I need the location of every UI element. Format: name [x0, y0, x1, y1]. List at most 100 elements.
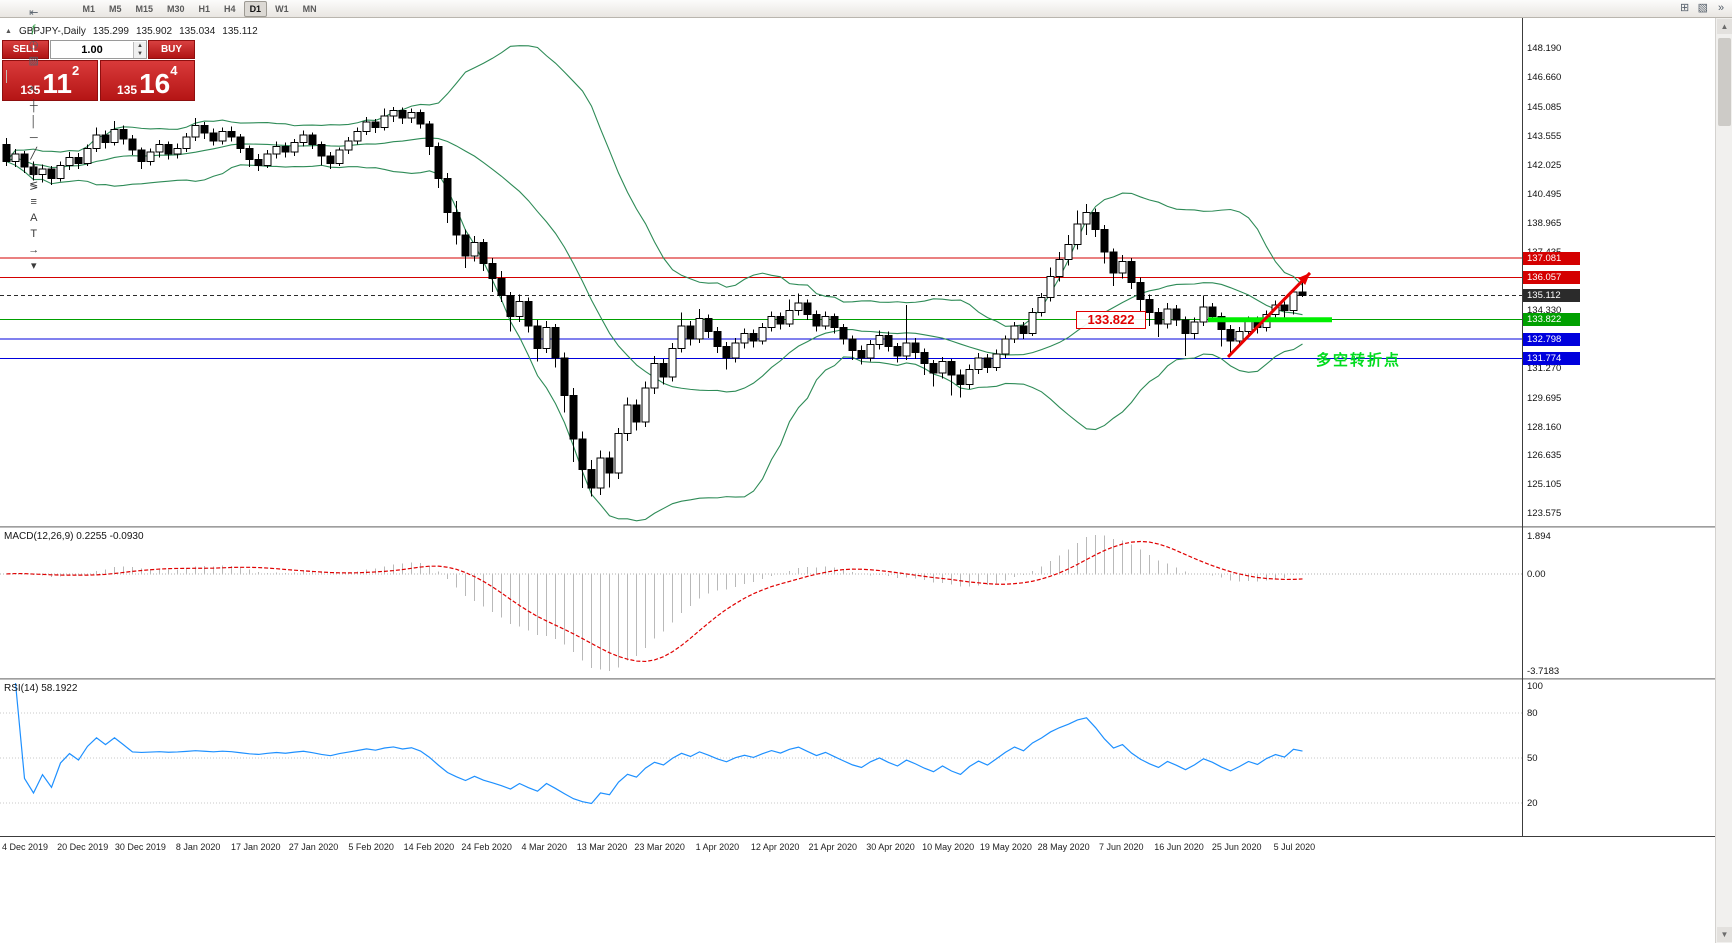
- rsi-header: RSI(14) 58.1922: [4, 683, 78, 694]
- timeframe-m30-button[interactable]: M30: [167, 3, 185, 14]
- cursor-icon[interactable]: ↖: [2, 83, 65, 99]
- price-tick: 129.695: [1527, 392, 1562, 404]
- toolbar-overflow-icon[interactable]: »: [1712, 1, 1730, 17]
- date-tick: 21 Apr 2020: [808, 842, 858, 852]
- volume-input[interactable]: [51, 43, 133, 56]
- vertical-scrollbar[interactable]: ▲ ▼: [1715, 18, 1732, 943]
- panel-separator[interactable]: [0, 526, 1715, 528]
- timeframe-d1-button[interactable]: D1: [243, 0, 268, 17]
- sell-button[interactable]: SELL: [2, 40, 49, 59]
- current-price-label: 135.112: [1523, 288, 1580, 302]
- date-axis[interactable]: [0, 836, 1715, 860]
- scroll-down-icon[interactable]: ▼: [1717, 927, 1732, 942]
- indicators-list-icon[interactable]: ƒ: [2, 22, 65, 38]
- profiles-icon[interactable]: ▧: [1694, 1, 1712, 17]
- date-tick: 5 Jul 2020: [1273, 842, 1316, 852]
- chart-shift-icon[interactable]: ⇤: [2, 6, 65, 22]
- support-price-annotation[interactable]: 133.822: [1076, 311, 1146, 329]
- new-chart-icon[interactable]: ⊞: [1676, 1, 1694, 17]
- buy-price-box[interactable]: 135 16 4: [99, 60, 195, 101]
- turning-point-text[interactable]: 多空转折点: [1316, 352, 1402, 369]
- buy-price-big: 16: [139, 68, 171, 99]
- timeframe-m5-button[interactable]: M5: [108, 3, 122, 14]
- buy-button[interactable]: BUY: [148, 40, 195, 59]
- panel-separator[interactable]: [0, 678, 1715, 680]
- price-tick: 148.190: [1527, 43, 1562, 55]
- rsi-scale-tick: 20: [1527, 798, 1538, 809]
- indicators-list-icon: ƒ: [30, 23, 37, 35]
- volume-spinner: ▲ ▼: [133, 41, 146, 58]
- text-label-icon[interactable]: T: [2, 227, 65, 243]
- date-tick: 10 May 2020: [922, 842, 975, 852]
- price-tick: 125.105: [1527, 479, 1562, 491]
- text-icon: A: [30, 212, 38, 224]
- macd-scale-min: -3.7183: [1527, 666, 1560, 677]
- rsi-scale-tick: 80: [1527, 708, 1538, 719]
- price-tick: 140.495: [1527, 188, 1562, 200]
- crosshair-icon: ┼: [29, 100, 38, 112]
- one-click-trading-panel: SELL ▲ ▼ BUY 135 11 2 135 16 4: [2, 40, 195, 101]
- horizontal-line-icon: ─: [29, 132, 38, 144]
- date-tick: 5 Feb 2020: [348, 842, 394, 852]
- date-tick: 19 May 2020: [979, 842, 1032, 852]
- price-tick: 138.965: [1527, 217, 1562, 229]
- trendline-icon[interactable]: ╱: [2, 147, 65, 163]
- timeframe-m15-button[interactable]: M15: [135, 3, 154, 14]
- tools-dropdown-icon[interactable]: ▾: [2, 259, 65, 275]
- text-icon[interactable]: A: [2, 211, 65, 227]
- date-tick: 4 Dec 2019: [1, 842, 49, 852]
- rsi-scale-tick: 100: [1527, 681, 1543, 692]
- macd-header: MACD(12,26,9) 0.2255 -0.0930: [4, 531, 144, 542]
- price-tick: 142.025: [1527, 159, 1562, 171]
- sell-price-sup: 2: [71, 63, 80, 78]
- crosshair-icon[interactable]: ┼: [2, 99, 65, 115]
- timeframe-mn-button[interactable]: MN: [302, 3, 317, 14]
- volume-up-icon[interactable]: ▲: [134, 41, 146, 50]
- date-tick: 13 Mar 2020: [576, 842, 628, 852]
- price-tick: 126.635: [1527, 450, 1562, 462]
- periods-icon[interactable]: ◷: [2, 38, 65, 54]
- vertical-line-icon[interactable]: │: [2, 115, 65, 131]
- price-tick: 128.160: [1527, 421, 1562, 433]
- date-tick: 30 Dec 2019: [114, 842, 166, 852]
- date-tick: 16 Jun 2020: [1154, 842, 1204, 852]
- timeframe-h1-button[interactable]: H1: [198, 3, 211, 14]
- price-axis-line: [1522, 18, 1523, 860]
- templates-icon[interactable]: ▨: [2, 54, 65, 70]
- price-chart-canvas[interactable]: [0, 18, 1522, 526]
- price-tick: 146.660: [1527, 72, 1562, 84]
- level-price-label: 136.057: [1523, 271, 1580, 285]
- macd-scale-max: 1.894: [1527, 531, 1551, 542]
- price-tick: 145.085: [1527, 102, 1562, 114]
- vertical-line-icon: │: [30, 116, 38, 128]
- scrollbar-thumb[interactable]: [1718, 38, 1731, 126]
- new-chart-icon: ⊞: [1679, 2, 1690, 14]
- date-tick: 17 Jan 2020: [231, 842, 281, 852]
- fibonacci-icon[interactable]: ≶: [2, 179, 65, 195]
- date-tick: 20 Dec 2019: [57, 842, 109, 852]
- rsi-canvas[interactable]: [0, 680, 1522, 836]
- sell-price-small: 135: [20, 83, 41, 97]
- volume-down-icon[interactable]: ▼: [134, 49, 146, 58]
- ohlc-close: 135.112: [222, 26, 258, 37]
- timeframe-w1-button[interactable]: W1: [275, 3, 289, 14]
- channel-icon[interactable]: ∥: [2, 163, 65, 179]
- horizontal-line-icon[interactable]: ─: [2, 131, 65, 147]
- oneclick-toggle-icon[interactable]: ▲: [5, 28, 12, 35]
- templates-icon: ▨: [28, 55, 39, 67]
- scroll-up-icon[interactable]: ▲: [1717, 19, 1732, 34]
- volume-field[interactable]: ▲ ▼: [50, 40, 147, 59]
- timeframe-m1-button[interactable]: M1: [82, 3, 95, 14]
- timeframe-h4-button[interactable]: H4: [224, 3, 236, 14]
- trendline-icon: ╱: [30, 148, 38, 160]
- chart-window[interactable]: ▲ GBPJPY-,Daily 135.299 135.902 135.034 …: [0, 18, 1715, 943]
- macd-canvas[interactable]: [0, 528, 1522, 678]
- rsi-scale-tick: 50: [1527, 753, 1538, 764]
- date-tick: 27 Jan 2020: [288, 842, 339, 852]
- arrows-tool-icon[interactable]: →: [2, 243, 65, 259]
- levels-icon[interactable]: ≡: [2, 195, 65, 211]
- date-tick: 28 May 2020: [1037, 842, 1090, 852]
- sell-price-box[interactable]: 135 11 2: [2, 60, 98, 101]
- buy-price-small: 135: [117, 83, 138, 97]
- auto-scroll-icon[interactable]: ⇥: [2, 0, 65, 6]
